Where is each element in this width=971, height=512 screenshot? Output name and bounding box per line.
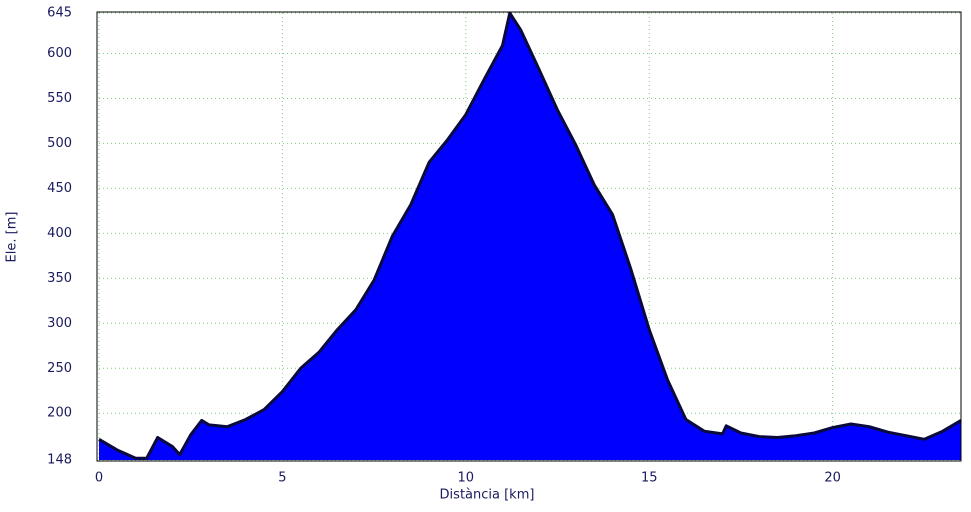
y-tick-label: 350 [47, 271, 72, 286]
x-tick-label: 10 [458, 471, 475, 486]
y-tick-label: 300 [47, 316, 72, 331]
y-tick-label: 450 [47, 181, 72, 196]
y-tick-label: 600 [47, 46, 72, 61]
y-tick-label: 148 [47, 453, 72, 468]
y-tick-label: 400 [47, 226, 72, 241]
area [99, 13, 961, 460]
y-tick-label: 200 [47, 406, 72, 421]
y-tick-label: 250 [47, 361, 72, 376]
line [98, 11, 962, 460]
x-tick-label: 5 [278, 471, 286, 486]
y-tick-label: 645 [47, 6, 72, 21]
x-tick-label: 20 [824, 471, 841, 486]
plot-frame [96, 11, 962, 462]
y-tick-label: 550 [47, 91, 72, 106]
x-tick-label: 0 [95, 471, 103, 486]
x-axis-label: Distància [km] [440, 488, 535, 503]
x-tick-label: 15 [641, 471, 658, 486]
y-axis-label: Ele. [m] [5, 212, 20, 263]
y-tick-label: 500 [47, 136, 72, 151]
